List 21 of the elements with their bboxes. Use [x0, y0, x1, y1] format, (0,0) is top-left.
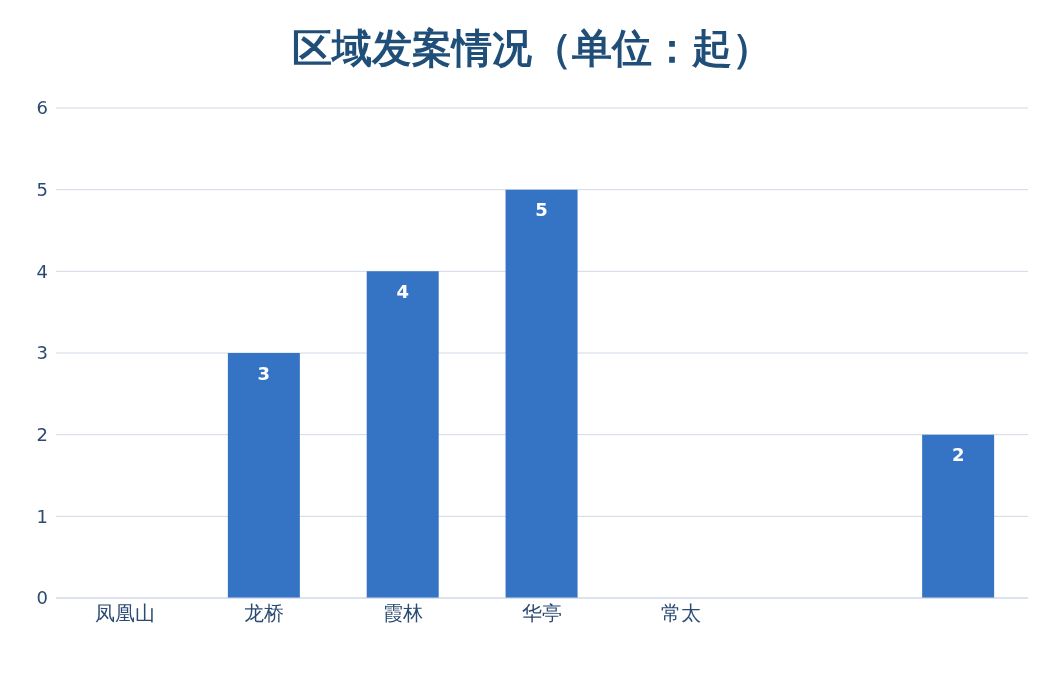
- bar: [366, 271, 439, 598]
- y-tick-label: 2: [36, 424, 48, 446]
- data-label: 4: [396, 281, 409, 303]
- x-tick-label: 华亭: [522, 601, 562, 626]
- y-tick-label: 4: [36, 260, 48, 282]
- bar: [505, 189, 578, 598]
- bar: [227, 353, 300, 598]
- data-label: 3: [257, 362, 271, 384]
- y-tick-label: 3: [36, 342, 48, 364]
- y-tick-label: 6: [36, 97, 48, 119]
- y-tick-label: 1: [36, 505, 48, 527]
- y-tick-label: 5: [36, 179, 48, 201]
- data-label: 2: [951, 444, 965, 466]
- chart-title: 区域发案情况（单位：起）: [290, 23, 773, 73]
- x-tick-label: 常太: [660, 601, 701, 626]
- bar: [922, 434, 995, 598]
- x-tick-label: 龙桥: [244, 601, 285, 626]
- x-tick-label: 霞林: [383, 601, 424, 626]
- x-tick-label: 凤凰山: [95, 601, 156, 626]
- data-label: 5: [535, 199, 548, 221]
- y-tick-label: 0: [36, 587, 48, 609]
